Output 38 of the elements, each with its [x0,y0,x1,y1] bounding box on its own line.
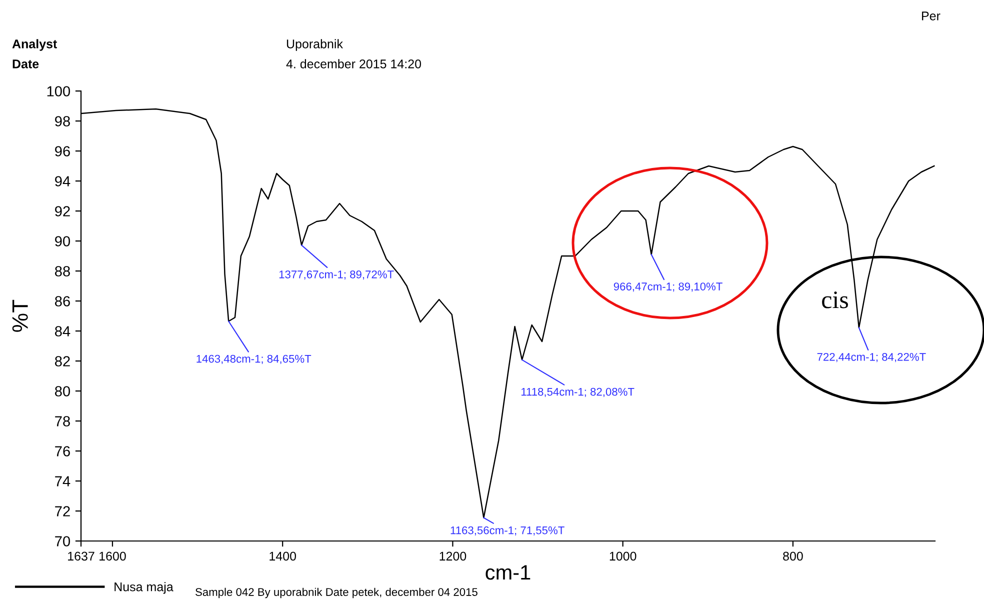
x-tick-label: 1600 [100,552,126,561]
y-tick-label: 82 [54,356,70,366]
text: Date [12,60,39,68]
annotation: 1163,56cm-1; 71,55%T [450,526,564,536]
text: Nusa maja [114,582,174,594]
y-tick-label: 96 [55,146,70,156]
y-axis-title: %T [12,300,28,332]
y-tick-label: 98 [55,116,70,126]
y-tick-label: 90 [55,236,70,246]
x-tick-label: 1637 [68,552,94,561]
y-tick-label: 80 [54,386,70,396]
x-tick-label: 1200 [440,552,466,561]
y-tick-label: 72 [55,506,70,516]
annotation: 722,44cm-1; 84,22%T [817,352,926,362]
annotation: 1377,67cm-1; 89,72%T [279,270,394,280]
y-tick-label: 70 [55,536,70,546]
x-axis-title: cm-1 [486,565,530,580]
text: Per [922,12,940,20]
y-tick-label: 76 [55,446,70,456]
y-tick-label: 92 [55,206,70,216]
annotation: 1463,48cm-1; 84,65%T [196,354,312,364]
y-tick-label: 74 [55,476,70,486]
y-tick-label: 88 [54,266,70,276]
y-tick-label: 94 [55,176,70,186]
annotation: 1118,54cm-1; 82,08%T [521,388,634,398]
text: 4. december 2015 14:20 [286,59,422,68]
x-tick-label: 1000 [610,552,636,561]
text: Analyst [12,39,57,51]
y-tick-label: 86 [54,296,70,306]
x-tick-label: 800 [783,552,803,561]
x-tick-label: 1400 [270,552,296,561]
y-tick-label: 100 [47,86,70,96]
y-tick-label: 84 [54,326,70,336]
annotation: cis [822,291,848,308]
annotation: 966,47cm-1; 89,10%T [614,282,722,292]
y-tick-label: 78 [55,416,70,426]
text: Sample 042 By uporabnik Date petek, december 04 2015 [196,588,478,598]
text: Uporabnik [286,39,343,51]
